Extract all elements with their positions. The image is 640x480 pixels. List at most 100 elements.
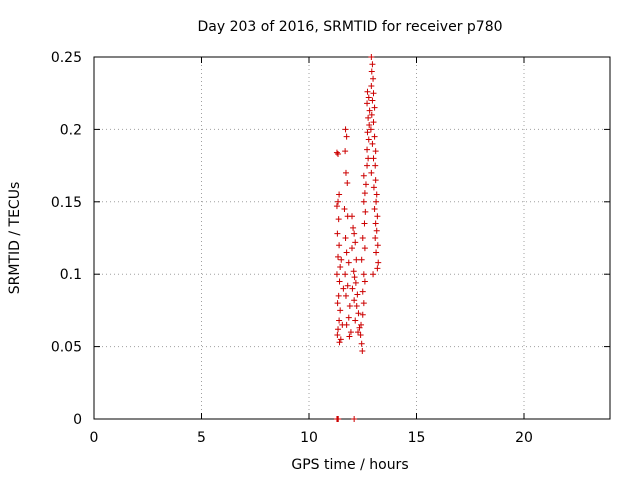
data-point [369, 61, 376, 68]
data-point [370, 155, 377, 162]
data-point [353, 303, 360, 310]
data-point [354, 291, 361, 298]
data-point [337, 307, 344, 314]
data-point [370, 184, 377, 191]
data-point [364, 100, 371, 107]
data-point [359, 311, 366, 318]
data-point [336, 242, 343, 249]
y-axis-label: SRMTID / TECUs [7, 182, 23, 295]
data-points [333, 54, 382, 422]
x-tick-label: 20 [515, 430, 533, 446]
data-point [374, 242, 381, 249]
data-point [351, 416, 358, 422]
data-point [372, 148, 379, 155]
data-point [357, 332, 364, 339]
y-tick-label: 0.1 [60, 267, 82, 283]
data-point [372, 220, 379, 227]
tick-labels: 0 5 10 15 20 0 0.05 0.1 0.15 0.2 0.25 [51, 50, 533, 446]
data-point [360, 198, 367, 205]
data-point [333, 271, 340, 278]
data-point [372, 162, 379, 169]
data-point [343, 133, 350, 140]
data-point [349, 245, 355, 252]
data-point [349, 213, 355, 220]
data-point [365, 136, 372, 143]
data-point [369, 97, 376, 104]
data-point [347, 329, 354, 336]
data-point [368, 82, 375, 89]
data-point [355, 310, 362, 317]
x-tick-label: 10 [300, 430, 318, 446]
data-point [371, 206, 378, 213]
data-point [360, 172, 367, 179]
data-point [334, 300, 341, 307]
data-point [361, 190, 368, 197]
data-point [345, 259, 352, 266]
data-point [365, 114, 372, 121]
data-point [338, 256, 345, 263]
data-point [351, 297, 358, 304]
data-point [371, 104, 378, 111]
data-point [370, 271, 377, 278]
data-point [374, 265, 381, 272]
data-point [337, 263, 344, 270]
data-point [352, 317, 359, 324]
data-point [335, 416, 342, 422]
grid-lines [94, 57, 610, 419]
data-point [370, 90, 377, 97]
data-point [369, 140, 376, 147]
data-point [351, 274, 358, 281]
data-point [362, 181, 369, 188]
data-point [342, 271, 349, 278]
data-point [333, 149, 340, 156]
x-tick-label: 0 [90, 430, 99, 446]
data-point [372, 235, 379, 241]
data-point [353, 256, 360, 263]
data-point [342, 126, 349, 133]
data-point [342, 148, 349, 155]
data-point [375, 259, 382, 266]
data-point [344, 179, 351, 186]
data-point [358, 321, 365, 328]
data-point [370, 75, 377, 82]
axis-ticks [93, 56, 610, 420]
data-point [368, 68, 375, 75]
x-tick-label: 5 [197, 430, 206, 446]
y-tick-label: 0.25 [51, 50, 82, 66]
data-point [373, 249, 380, 256]
data-point [335, 326, 342, 333]
data-point [373, 227, 380, 234]
data-point [350, 268, 357, 275]
data-point [359, 288, 366, 295]
y-tick-label: 0.15 [51, 195, 82, 211]
data-point [364, 129, 371, 136]
data-point [346, 333, 353, 340]
data-point [343, 249, 350, 256]
data-point [370, 119, 377, 126]
data-point [336, 317, 343, 324]
data-point [361, 278, 368, 285]
data-point [373, 191, 380, 198]
data-point [342, 169, 349, 176]
data-point [345, 314, 352, 321]
x-axis-label: GPS time / hours [291, 457, 408, 473]
data-point [366, 107, 373, 114]
data-point [335, 253, 342, 260]
plot-frame [93, 56, 611, 420]
data-point [352, 239, 359, 246]
data-point [360, 300, 367, 307]
data-point [351, 230, 358, 237]
data-point [334, 332, 341, 339]
data-point [368, 111, 375, 118]
data-point [364, 162, 371, 169]
data-point [335, 151, 342, 158]
data-point [337, 336, 344, 343]
data-point [359, 347, 366, 354]
data-point [361, 245, 368, 252]
y-tick-label: 0.05 [51, 340, 82, 356]
data-point [336, 278, 343, 285]
data-point [356, 324, 363, 331]
data-point [336, 191, 343, 198]
data-point [358, 256, 365, 263]
